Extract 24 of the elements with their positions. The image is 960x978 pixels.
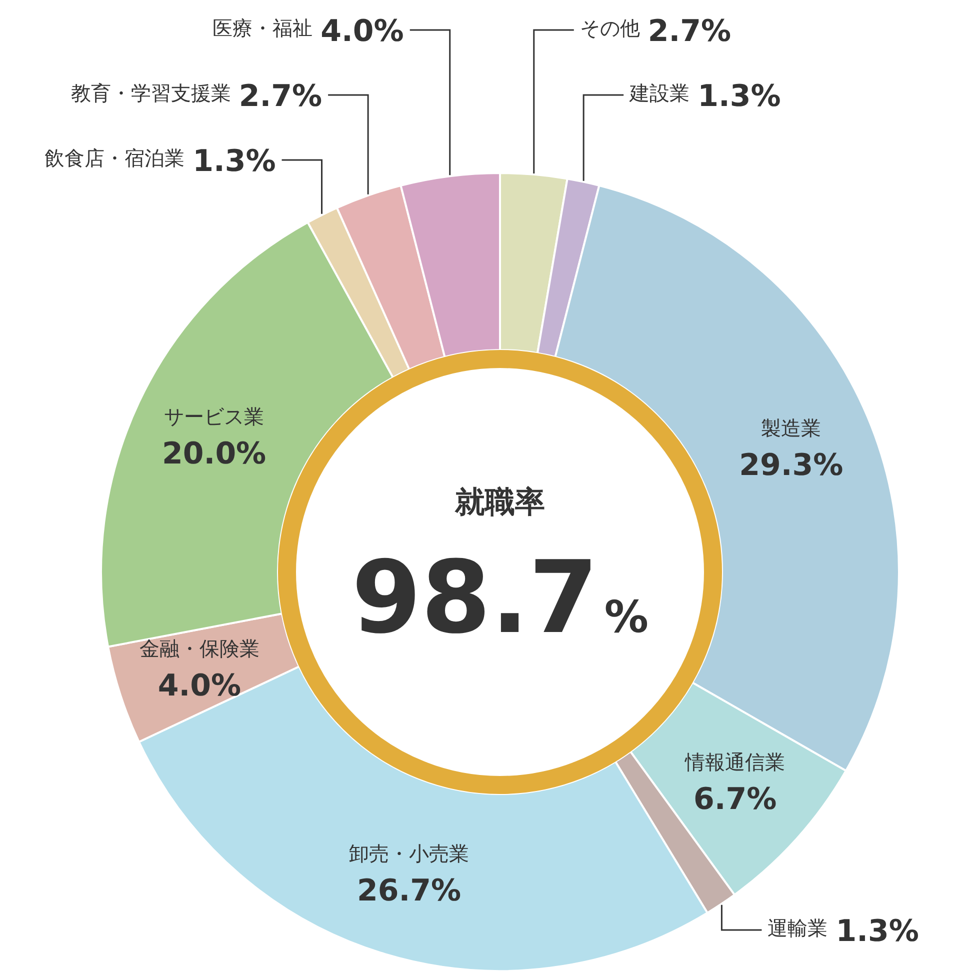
data-label: 1.3% — [698, 79, 781, 114]
slice-label: 金融・保険業 — [139, 636, 260, 661]
slice-label: 卸売・小売業 — [348, 842, 469, 866]
data-label: 26.7% — [356, 874, 462, 909]
slice-label: 建設業 — [628, 81, 690, 106]
slice-label: 情報通信業 — [684, 750, 786, 774]
data-label: 6.7% — [693, 782, 777, 818]
data-label: 2.7% — [238, 79, 322, 114]
text: 98.7% — [352, 539, 648, 656]
data-label: 29.3% — [739, 448, 844, 484]
slice-label: 教育・学習支援業 — [70, 81, 231, 106]
data-label: 4.0% — [158, 668, 242, 704]
data-label: 1.3% — [836, 914, 919, 949]
slice-label: 運輸業 — [768, 916, 828, 940]
data-label: 2.7% — [648, 14, 732, 49]
text: 就職率 — [454, 485, 545, 520]
slice-label: その他 — [580, 16, 640, 40]
data-label: 1.3% — [192, 144, 276, 179]
data-label: 4.0% — [320, 14, 404, 49]
slice-label: 医療・福祉 — [212, 16, 313, 40]
slice-label: 飲食店・宿泊業 — [44, 146, 185, 170]
data-label: 20.0% — [162, 436, 266, 472]
slice-label: 製造業 — [761, 416, 822, 440]
slice-label: サービス業 — [164, 404, 264, 428]
